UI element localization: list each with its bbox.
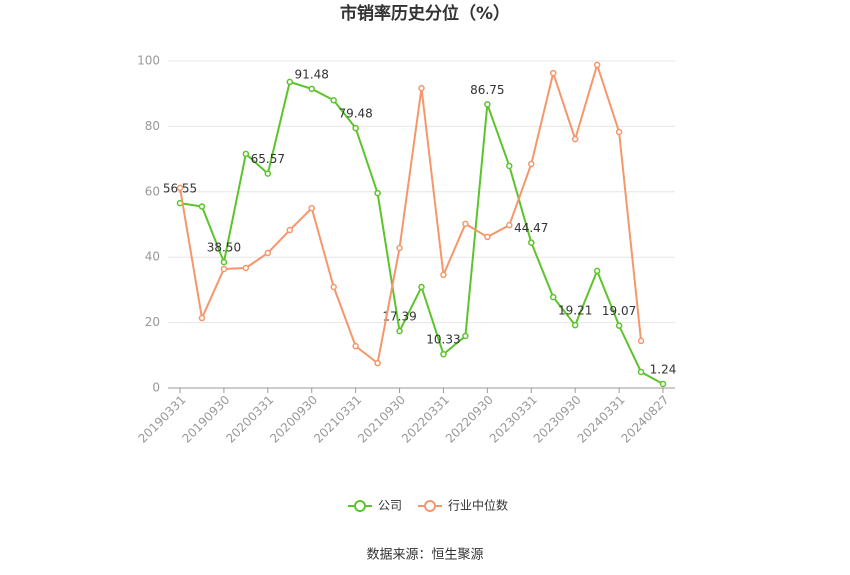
data-label: 10.33 [426, 333, 460, 347]
point [396, 327, 403, 335]
point [484, 233, 491, 241]
legend-label: 行业中位数 [448, 498, 508, 513]
data-label: 38.50 [207, 241, 241, 255]
point [374, 189, 381, 197]
legend-label: 公司 [378, 499, 402, 513]
point [506, 221, 513, 229]
point [484, 101, 491, 108]
point [374, 359, 381, 367]
y-tick-label: 100 [137, 54, 160, 68]
data-label: 1.24 [650, 362, 677, 376]
point [220, 265, 228, 273]
point [549, 293, 557, 301]
point [637, 337, 645, 345]
point [198, 203, 206, 210]
point [242, 150, 250, 158]
data-label: 19.21 [558, 304, 592, 318]
series-line [179, 61, 643, 365]
point [286, 226, 294, 234]
point [352, 342, 359, 350]
point [418, 283, 425, 291]
point [593, 61, 601, 69]
data-label: 65.57 [251, 152, 285, 166]
point [615, 322, 623, 329]
point [418, 84, 425, 92]
chart-title: 市销率历史分位（%） [340, 3, 510, 24]
data-label: 91.48 [295, 67, 329, 81]
y-tick-label: 40 [145, 250, 160, 264]
y-tick-label: 20 [145, 315, 160, 329]
point [286, 78, 294, 86]
point [220, 258, 228, 266]
point [330, 283, 337, 291]
point [198, 314, 206, 322]
data-label: 17.39 [382, 310, 416, 324]
point [462, 332, 469, 340]
data-label: 79.48 [338, 107, 372, 121]
legend-marker [424, 500, 436, 512]
point [571, 321, 579, 329]
y-tick-label: 60 [145, 184, 160, 198]
point [396, 244, 403, 252]
point [264, 170, 272, 177]
source-note: 数据来源：恒生聚源 [366, 548, 483, 563]
series-line [179, 80, 664, 385]
point [506, 162, 513, 170]
point [615, 128, 623, 136]
point [264, 249, 272, 257]
data-label: 44.47 [514, 221, 548, 235]
point [330, 96, 337, 104]
data-label: 86.75 [470, 83, 504, 97]
point [242, 264, 250, 272]
x-tick-label: 20240827 [619, 393, 672, 446]
data-label: 19.07 [602, 304, 636, 318]
point [308, 85, 315, 93]
point [308, 204, 315, 212]
point [593, 267, 601, 275]
point [462, 220, 469, 228]
point [571, 135, 579, 143]
point [549, 69, 557, 77]
point [176, 184, 184, 192]
point [528, 160, 535, 168]
y-tick-label: 0 [152, 381, 160, 395]
point [659, 380, 667, 388]
point [440, 271, 447, 279]
point [352, 124, 359, 132]
legend-marker [354, 500, 366, 512]
point [528, 239, 535, 246]
point [637, 368, 645, 376]
y-tick-label: 80 [145, 119, 160, 133]
point [440, 350, 447, 358]
